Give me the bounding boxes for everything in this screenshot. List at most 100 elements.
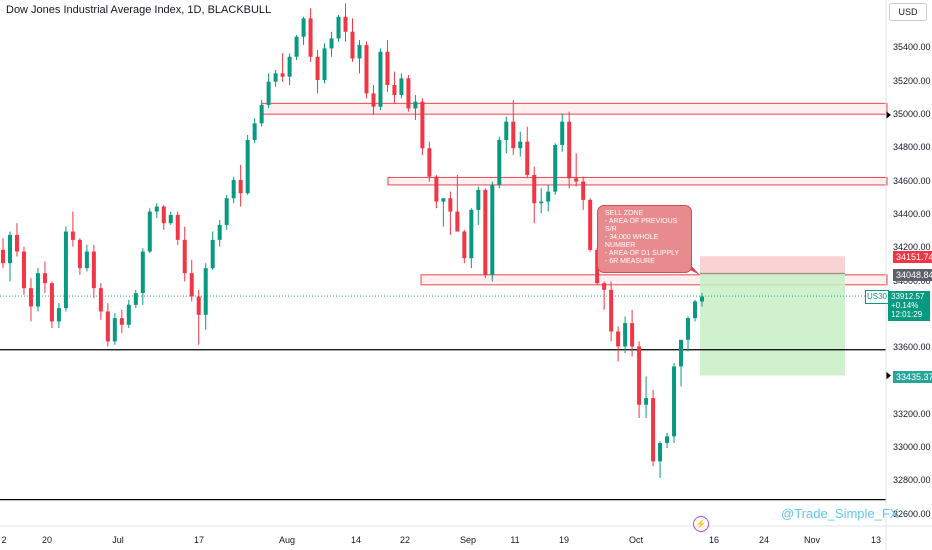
candle[interactable] <box>189 259 194 302</box>
candle[interactable] <box>56 303 61 329</box>
candle[interactable] <box>21 246 26 295</box>
candle[interactable] <box>616 326 621 362</box>
candle[interactable] <box>301 16 306 46</box>
candle[interactable] <box>553 143 558 195</box>
candle[interactable] <box>602 281 607 310</box>
candle[interactable] <box>259 100 264 127</box>
candle[interactable] <box>252 118 257 144</box>
lightning-icon[interactable]: ⚡ <box>693 516 709 532</box>
candle[interactable] <box>371 85 376 115</box>
candle[interactable] <box>609 281 614 342</box>
candle[interactable] <box>168 211 173 225</box>
candle[interactable] <box>686 316 691 352</box>
candle[interactable] <box>203 263 208 330</box>
candle[interactable] <box>364 41 369 99</box>
candle[interactable] <box>574 153 579 187</box>
candle[interactable] <box>84 244 89 272</box>
candle[interactable] <box>350 18 355 62</box>
candle[interactable] <box>133 289 138 309</box>
candle[interactable] <box>357 40 362 74</box>
short-position-tool[interactable] <box>682 256 845 376</box>
candle[interactable] <box>231 176 236 204</box>
candle[interactable] <box>245 134 250 195</box>
candle[interactable] <box>637 341 642 419</box>
candle[interactable] <box>539 188 544 214</box>
candle[interactable] <box>490 181 495 282</box>
candle[interactable] <box>427 141 432 182</box>
candle[interactable] <box>329 31 334 57</box>
candle[interactable] <box>448 191 453 235</box>
candle[interactable] <box>280 53 285 82</box>
candle[interactable] <box>140 248 145 305</box>
candle[interactable] <box>497 136 502 189</box>
candle[interactable] <box>658 441 663 478</box>
sell-zone-callout[interactable]: SELL ZONE - AREA OF PREVIOUS S/R - 34,00… <box>597 205 692 273</box>
candle[interactable] <box>518 131 523 157</box>
candle[interactable] <box>175 211 180 245</box>
candle[interactable] <box>315 50 320 94</box>
candle[interactable] <box>693 299 698 322</box>
currency-selector[interactable]: USD <box>889 3 927 21</box>
candle[interactable] <box>406 75 411 112</box>
candle[interactable] <box>119 309 124 334</box>
candle[interactable] <box>420 98 425 155</box>
candle[interactable] <box>112 313 117 345</box>
candle[interactable] <box>14 223 19 257</box>
candle[interactable] <box>700 293 704 307</box>
candle[interactable] <box>462 229 467 264</box>
candle[interactable] <box>294 35 299 61</box>
candle[interactable] <box>630 309 635 357</box>
candle[interactable] <box>504 116 509 154</box>
candle[interactable] <box>455 174 460 232</box>
candle[interactable] <box>623 316 628 354</box>
candle[interactable] <box>336 15 341 42</box>
candle[interactable] <box>679 339 684 387</box>
candle[interactable] <box>651 389 656 467</box>
candle[interactable] <box>7 231 12 282</box>
candle[interactable] <box>343 3 348 42</box>
candle[interactable] <box>672 363 677 444</box>
candle[interactable] <box>665 433 670 448</box>
candle[interactable] <box>210 231 215 270</box>
candle[interactable] <box>147 208 152 254</box>
candle[interactable] <box>35 268 40 312</box>
candle[interactable] <box>532 166 537 224</box>
candle[interactable] <box>224 194 229 230</box>
candle[interactable] <box>399 73 404 99</box>
candle[interactable] <box>63 226 68 312</box>
candle[interactable] <box>77 238 82 275</box>
candle[interactable] <box>322 43 327 84</box>
candle[interactable] <box>49 281 54 329</box>
candle[interactable] <box>287 53 292 86</box>
candle[interactable] <box>105 303 110 347</box>
candle[interactable] <box>567 111 572 189</box>
candle[interactable] <box>378 48 383 111</box>
candle[interactable] <box>525 126 530 179</box>
candle[interactable] <box>581 176 586 210</box>
candle[interactable] <box>161 204 166 230</box>
candle[interactable] <box>413 95 418 120</box>
candle[interactable] <box>483 188 488 279</box>
candle[interactable] <box>1 238 5 269</box>
candle[interactable] <box>182 226 187 282</box>
candle[interactable] <box>588 198 593 252</box>
candle[interactable] <box>28 278 33 322</box>
candle[interactable] <box>238 164 243 207</box>
candle[interactable] <box>308 8 313 62</box>
candle[interactable] <box>469 208 474 269</box>
candle[interactable] <box>196 289 201 345</box>
candle[interactable] <box>392 71 397 104</box>
candle[interactable] <box>476 186 481 225</box>
candles[interactable] <box>1 3 704 478</box>
candle[interactable] <box>441 198 446 227</box>
candle[interactable] <box>91 244 96 299</box>
candle[interactable] <box>546 184 551 212</box>
candle[interactable] <box>273 70 278 87</box>
horizontal-levels[interactable] <box>0 111 891 501</box>
candle[interactable] <box>266 73 271 109</box>
candle[interactable] <box>126 299 131 329</box>
candle[interactable] <box>385 40 390 92</box>
candle[interactable] <box>154 203 159 219</box>
candle[interactable] <box>98 283 103 320</box>
